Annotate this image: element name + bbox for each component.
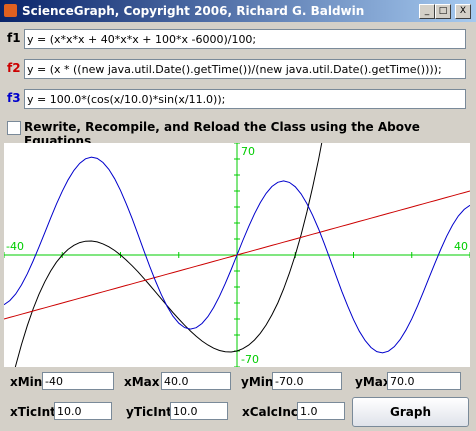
equation-label: f2 [7, 61, 21, 75]
control-field[interactable]: 70.0 [387, 372, 461, 390]
axis-label: -70 [241, 353, 259, 366]
app-icon [4, 4, 17, 17]
control-label: xTicInt [10, 405, 56, 419]
control-field[interactable]: 40.0 [161, 372, 231, 390]
minimize-button[interactable]: _ [419, 4, 435, 19]
control-label: yTicInt [126, 405, 172, 419]
plot: -40 40 70 -70 [4, 143, 470, 367]
control-field[interactable]: 10.0 [170, 402, 228, 420]
control-field[interactable]: 1.0 [297, 402, 345, 420]
axis-label: 70 [241, 145, 255, 158]
control-label: xMin [10, 375, 43, 389]
title-bar: ScienceGraph, Copyright 2006, Richard G.… [0, 0, 476, 22]
control-label: yMax [355, 375, 391, 389]
control-field[interactable]: 10.0 [54, 402, 112, 420]
checkbox[interactable] [7, 121, 21, 135]
equation-label: f1 [7, 31, 21, 45]
axis-label: -40 [6, 240, 24, 253]
control-field[interactable]: -40 [42, 372, 114, 390]
equation-field[interactable]: y = 100.0*(cos(x/10.0)*sin(x/11.0)); [24, 89, 466, 109]
curve [14, 143, 323, 367]
curve [4, 156, 470, 354]
equation-field[interactable]: y = (x * ((new java.util.Date().getTime(… [24, 59, 466, 79]
equation-label: f3 [7, 91, 21, 105]
graph-button[interactable]: Graph [352, 397, 469, 427]
control-label: xCalcInc [242, 405, 298, 419]
window-title: ScienceGraph, Copyright 2006, Richard G.… [22, 4, 365, 18]
control-label: yMin [241, 375, 274, 389]
close-button[interactable]: X [455, 4, 471, 19]
axis-label: 40 [454, 240, 468, 253]
maximize-button[interactable]: □ [435, 4, 451, 19]
equation-field[interactable]: y = (x*x*x + 40*x*x + 100*x -6000)/100; [24, 29, 466, 49]
control-field[interactable]: -70.0 [272, 372, 342, 390]
control-label: xMax [124, 375, 160, 389]
